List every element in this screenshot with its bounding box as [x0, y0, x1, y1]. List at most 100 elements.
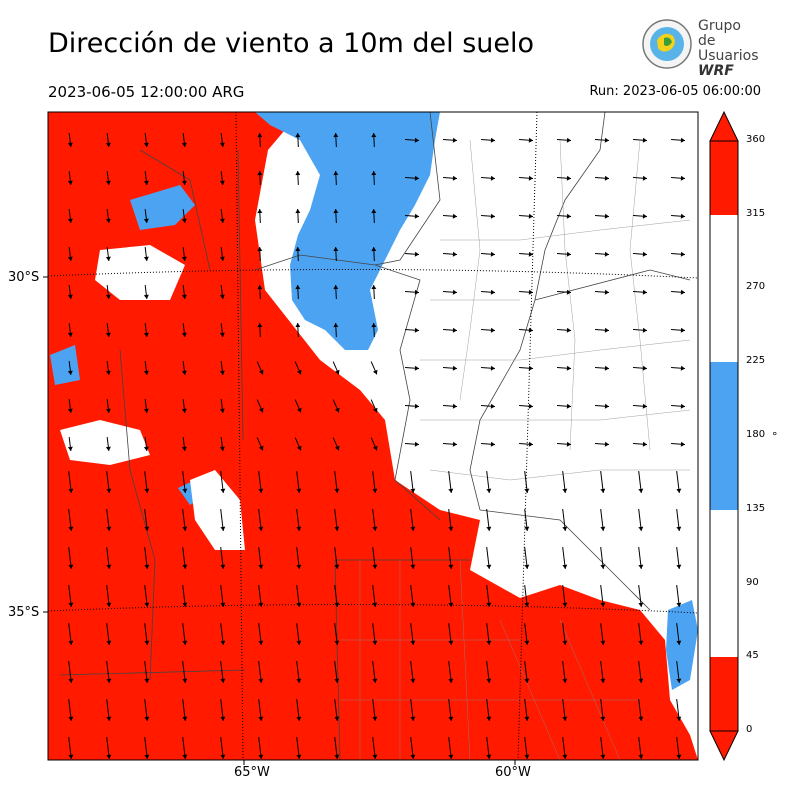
wind-arrow-head: [528, 365, 533, 371]
province-borders: [59, 112, 691, 760]
wind-arrow-head: [143, 446, 149, 451]
run-time: Run: 2023-06-05 06:00:00: [589, 84, 761, 99]
wind-arrow-head: [642, 175, 647, 181]
wind-arrow-head: [562, 564, 568, 569]
wind-arrow-head: [67, 218, 73, 223]
wind-arrow-head: [562, 526, 568, 531]
wind-arrow-head: [182, 716, 188, 721]
wind-arrow-head: [490, 137, 495, 143]
colorbar-tick-label: 360: [746, 134, 766, 145]
wind-arrow-head: [528, 403, 533, 409]
wind-arrow-head: [680, 213, 685, 219]
wind-arrow-head: [680, 327, 685, 333]
wind-arrow-head: [566, 137, 571, 143]
wind-arrow-head: [334, 716, 340, 721]
colorbar-tick-label: 0: [746, 724, 753, 735]
wind-arrow-head: [604, 365, 609, 371]
wind-arrow-head: [296, 716, 302, 721]
wind-arrow-head: [68, 526, 74, 531]
wind-arrow-head: [410, 640, 416, 645]
wind-arrow-head: [334, 754, 340, 759]
wind-arrow-head: [181, 446, 187, 451]
wind-arrow-head: [410, 678, 416, 683]
wind-arrow-head: [490, 365, 495, 371]
graticule: [48, 112, 698, 760]
wind-arrow-head: [105, 408, 111, 413]
wind-arrow-head: [67, 446, 73, 451]
red-region-upper-left: [48, 112, 210, 340]
logo-text: Grupo de Usuarios WRF: [698, 19, 760, 79]
wind-arrow-head: [295, 209, 301, 214]
wind-arrow-head: [642, 441, 647, 447]
wind-arrow-head: [604, 137, 609, 143]
wind-arrow-head: [258, 369, 264, 375]
wind-arrow-head: [333, 209, 339, 214]
wind-arrow-head: [642, 251, 647, 257]
wind-arrow-head: [604, 251, 609, 257]
wind-arrow-head: [219, 370, 225, 375]
wind-arrow-head: [490, 327, 495, 333]
wind-arrow-head: [642, 289, 647, 295]
wind-arrow-head: [452, 213, 457, 219]
wind-arrow-head: [257, 247, 263, 252]
wind-arrow-head: [414, 251, 419, 257]
wind-arrow-head: [181, 256, 187, 261]
wind-arrow-head: [566, 175, 571, 181]
wind-arrow-head: [562, 602, 568, 607]
wind-arrow-head: [638, 754, 644, 759]
wind-arrow-head: [372, 564, 378, 569]
wind-arrow-head: [182, 602, 188, 607]
wind-arrow-head: [258, 564, 264, 569]
wind-arrow-head: [524, 564, 530, 569]
wind-arrow-head: [566, 327, 571, 333]
wind-arrow-head: [68, 678, 74, 683]
wind-arrow-head: [182, 488, 188, 493]
wind-arrow-head: [486, 602, 492, 607]
wind-arrow-head: [219, 256, 225, 261]
wind-arrow-head: [67, 142, 73, 147]
wind-arrow-head: [410, 564, 416, 569]
wind-arrow-head: [296, 445, 302, 451]
wind-arrow-head: [414, 213, 419, 219]
wind-arrow-head: [258, 488, 264, 493]
colorbar-tick-label: 270: [746, 281, 766, 292]
logo-line1: Grupo de: [698, 18, 741, 49]
lon-label-65w: 65°W: [234, 765, 270, 780]
wind-arrow-head: [566, 441, 571, 447]
wind-arrow-head: [371, 133, 377, 138]
colorbar-tick-label: 45: [746, 650, 759, 661]
wind-arrow-head: [105, 294, 111, 299]
wind-arrow-head: [638, 716, 644, 721]
wind-arrow-head: [105, 370, 111, 375]
wind-arrow-head: [333, 133, 339, 138]
wind-arrow-head: [334, 407, 340, 413]
wind-arrow-head: [638, 678, 644, 683]
wind-arrow-head: [258, 640, 264, 645]
wind-arrow-head: [452, 137, 457, 143]
wind-arrow-head: [334, 602, 340, 607]
wind-arrow-head: [257, 133, 263, 138]
wind-arrow-head: [448, 526, 454, 531]
wind-arrow-head: [452, 289, 457, 295]
wind-arrow-head: [486, 678, 492, 683]
wind-arrow-head: [144, 602, 150, 607]
wind-arrow-head: [604, 327, 609, 333]
wind-arrow-head: [144, 526, 150, 531]
wind-arrow-head: [562, 678, 568, 683]
logo: Grupo de Usuarios WRF: [640, 18, 760, 79]
wind-arrow-head: [566, 213, 571, 219]
wind-arrow-head: [452, 365, 457, 371]
wind-arrow-head: [334, 640, 340, 645]
wind-arrow-head: [67, 370, 73, 375]
wind-arrow-head: [486, 526, 492, 531]
blue-patch-west: [50, 345, 80, 385]
wind-arrow-head: [258, 602, 264, 607]
wind-arrow-head: [676, 602, 682, 607]
wind-arrow-head: [490, 175, 495, 181]
wind-arrow-head: [448, 716, 454, 721]
wind-arrow-head: [410, 716, 416, 721]
wind-arrow-head: [680, 137, 685, 143]
wind-arrow-head: [676, 716, 682, 721]
wind-arrow-head: [452, 441, 457, 447]
wind-arrow-head: [219, 332, 225, 337]
